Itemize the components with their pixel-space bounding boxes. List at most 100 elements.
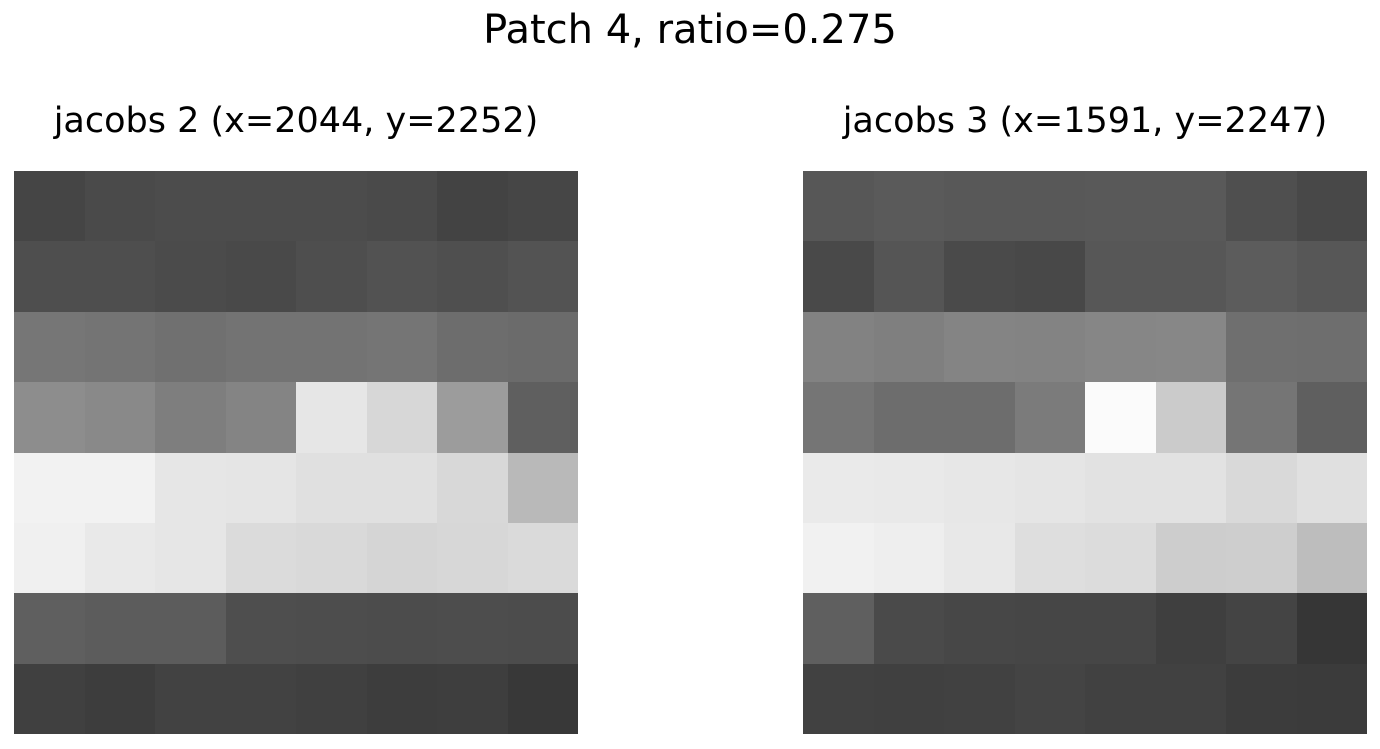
heatmap-cell [944, 382, 1015, 453]
heatmap-cell [507, 593, 578, 664]
heatmap-cell [1296, 382, 1367, 453]
heatmap-cell [14, 593, 85, 664]
heatmap-cell [296, 452, 367, 523]
heatmap-cell [803, 593, 874, 664]
heatmap-cell [1226, 311, 1297, 383]
heatmap-cell [225, 171, 296, 242]
heatmap-cell [944, 311, 1015, 383]
heatmap-cell [873, 593, 944, 664]
heatmap-cell [155, 382, 226, 453]
heatmap-cell [437, 522, 508, 594]
heatmap-cell [1014, 522, 1085, 594]
heatmap-cell [507, 311, 578, 383]
heatmap-cell [84, 382, 155, 453]
heatmap-cell [366, 241, 437, 312]
heatmap-cell [507, 171, 578, 242]
heatmap-cell [1296, 311, 1367, 383]
heatmap-cell [155, 522, 226, 594]
heatmap-cell [803, 663, 874, 734]
heatmap-cell [1296, 171, 1367, 242]
heatmap-cell [507, 241, 578, 312]
heatmap-cell [366, 522, 437, 594]
heatmap-cell [437, 663, 508, 734]
heatmap-cell [155, 171, 226, 242]
heatmap-cell [803, 452, 874, 523]
heatmap-cell [803, 522, 874, 594]
heatmap-cell [296, 663, 367, 734]
heatmap-cell [1014, 452, 1085, 523]
heatmap-cell [873, 241, 944, 312]
heatmap-cell [803, 311, 874, 383]
heatmap-cell [14, 452, 85, 523]
heatmap-cell [803, 241, 874, 312]
heatmap-cell [1014, 663, 1085, 734]
heatmap-cell [1226, 593, 1297, 664]
heatmap-cell [1226, 171, 1297, 242]
heatmap-cell [84, 522, 155, 594]
heatmap-cell [84, 241, 155, 312]
heatmap-cell [1014, 241, 1085, 312]
heatmap-cell [155, 241, 226, 312]
heatmap-jacobs-3 [803, 171, 1367, 734]
heatmap-cell [14, 663, 85, 734]
heatmap-cell [14, 241, 85, 312]
heatmap-cell [225, 452, 296, 523]
heatmap-cell [873, 663, 944, 734]
heatmap-cell [873, 382, 944, 453]
heatmap-cell [1085, 241, 1156, 312]
heatmap-cell [944, 171, 1015, 242]
heatmap-cell [155, 663, 226, 734]
heatmap-cell [14, 522, 85, 594]
heatmap-cell [944, 452, 1015, 523]
heatmap-cell [437, 382, 508, 453]
heatmap-cell [84, 593, 155, 664]
heatmap-cell [1226, 382, 1297, 453]
heatmap-cell [1155, 241, 1226, 312]
heatmap-cell [84, 311, 155, 383]
heatmap-cell [1226, 241, 1297, 312]
heatmap-cell [14, 382, 85, 453]
heatmap-cell [944, 522, 1015, 594]
heatmap-cell [437, 171, 508, 242]
heatmap-cell [225, 382, 296, 453]
heatmap-cell [1296, 593, 1367, 664]
heatmap-cell [1155, 171, 1226, 242]
panel-title-jacobs-2: jacobs 2 (x=2044, y=2252) [53, 101, 539, 141]
heatmap-cell [1296, 241, 1367, 312]
heatmap-cell [366, 452, 437, 523]
heatmap-cell [803, 382, 874, 453]
heatmap-cell [1014, 171, 1085, 242]
heatmap-cell [366, 593, 437, 664]
heatmap-cell [225, 522, 296, 594]
heatmap-cell [873, 452, 944, 523]
heatmap-cell [366, 382, 437, 453]
heatmap-cell [1014, 593, 1085, 664]
heatmap-cell [1155, 663, 1226, 734]
heatmap-cell [296, 311, 367, 383]
heatmap-cell [1085, 593, 1156, 664]
heatmap-cell [296, 171, 367, 242]
heatmap-cell [944, 241, 1015, 312]
heatmap-cell [873, 171, 944, 242]
heatmap-cell [1296, 663, 1367, 734]
heatmap-cell [296, 593, 367, 664]
heatmap-cell [437, 241, 508, 312]
heatmap-cell [14, 171, 85, 242]
heatmap-cell [1085, 171, 1156, 242]
heatmap-cell [1296, 452, 1367, 523]
heatmap-cell [873, 522, 944, 594]
heatmap-cell [1085, 522, 1156, 594]
heatmap-cell [944, 593, 1015, 664]
heatmap-cell [1226, 522, 1297, 594]
heatmap-cell [296, 382, 367, 453]
heatmap-jacobs-2 [14, 171, 578, 734]
panel-title-jacobs-3: jacobs 3 (x=1591, y=2247) [842, 101, 1328, 141]
heatmap-cell [1155, 593, 1226, 664]
heatmap-cell [1014, 382, 1085, 453]
heatmap-cell [366, 171, 437, 242]
heatmap-cell [944, 663, 1015, 734]
heatmap-cell [1155, 311, 1226, 383]
heatmap-cell [507, 663, 578, 734]
heatmap-cell [225, 663, 296, 734]
